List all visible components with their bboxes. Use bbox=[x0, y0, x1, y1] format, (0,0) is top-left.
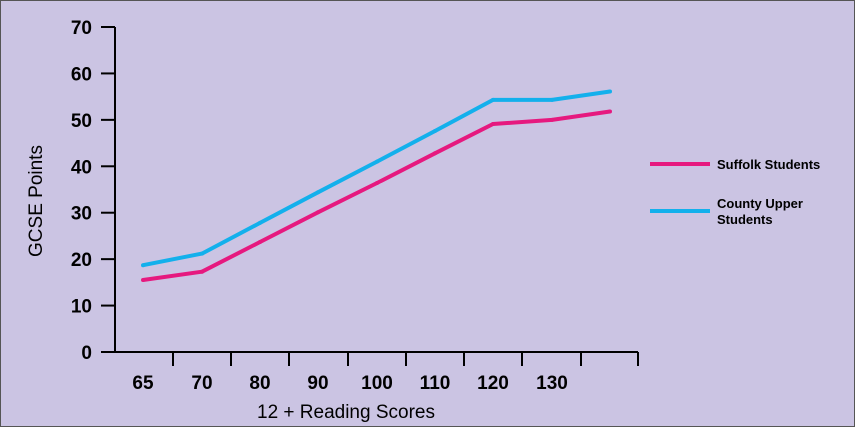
y-axis-ticks: 0 10 20 30 40 50 60 70 bbox=[71, 18, 115, 364]
data-point bbox=[433, 151, 437, 156]
axes bbox=[114, 27, 638, 353]
x-tick-label: 130 bbox=[536, 373, 568, 394]
data-point bbox=[375, 159, 379, 164]
data-point bbox=[608, 89, 612, 94]
data-point bbox=[141, 263, 145, 268]
y-tick-label: 40 bbox=[71, 157, 92, 178]
x-tick-label: 110 bbox=[420, 373, 451, 394]
data-point bbox=[550, 117, 554, 122]
x-axis-title: 12 + Reading Scores bbox=[257, 402, 435, 423]
x-tick-label: 80 bbox=[249, 373, 270, 394]
data-point bbox=[375, 181, 379, 185]
data-point bbox=[491, 122, 495, 126]
y-tick-label: 10 bbox=[71, 297, 92, 318]
legend-label: Students bbox=[717, 212, 773, 227]
data-point bbox=[258, 220, 262, 225]
y-axis-title: GCSE Points bbox=[26, 145, 47, 257]
x-tick-label: 70 bbox=[191, 373, 212, 394]
y-tick-label: 20 bbox=[71, 250, 92, 271]
x-tick-label: 65 bbox=[132, 373, 154, 394]
y-tick-label: 70 bbox=[71, 18, 92, 39]
data-point bbox=[608, 109, 612, 114]
x-tick-label: 100 bbox=[361, 373, 393, 394]
data-point bbox=[200, 269, 204, 274]
data-point bbox=[258, 240, 262, 244]
y-tick-label: 0 bbox=[81, 343, 92, 364]
series-lines bbox=[141, 89, 612, 282]
y-tick-label: 50 bbox=[71, 111, 92, 132]
y-tick-label: 30 bbox=[71, 204, 92, 225]
data-point bbox=[550, 97, 554, 102]
data-point bbox=[316, 190, 320, 195]
data-point bbox=[491, 97, 495, 102]
data-point bbox=[141, 278, 145, 282]
y-tick-label: 60 bbox=[71, 64, 92, 85]
data-point bbox=[433, 129, 437, 133]
legend-label: County Upper bbox=[717, 196, 803, 211]
x-tick-label: 90 bbox=[307, 373, 328, 394]
x-axis-ticks: 65 70 80 90 100 110 120 130 bbox=[132, 352, 639, 394]
x-tick-label: 120 bbox=[477, 373, 509, 394]
legend-label: Suffolk Students bbox=[717, 157, 820, 172]
data-point bbox=[200, 251, 204, 256]
data-point bbox=[316, 210, 320, 215]
